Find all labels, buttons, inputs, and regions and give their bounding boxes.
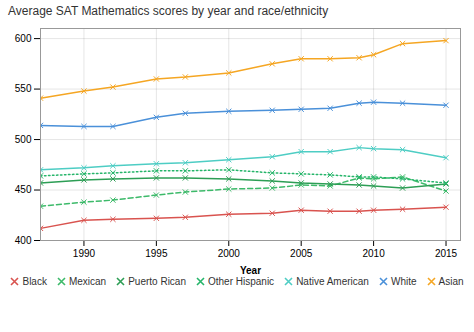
svg-text:550: 550 [15,83,32,94]
svg-text:2015: 2015 [435,248,458,259]
svg-text:400: 400 [15,235,32,246]
svg-text:2000: 2000 [218,248,241,259]
svg-text:500: 500 [15,134,32,145]
svg-text:Year: Year [240,265,261,276]
html-text:Average SAT Mathematics scores: Average SAT Mathematics scores by year a… [8,4,329,18]
html-text:White: White [390,276,417,287]
html-text:Asian: Asian [438,276,464,287]
html-text:Puerto Rican: Puerto Rican [128,276,186,287]
html-text:Other Hispanic: Other Hispanic [208,276,275,287]
svg-text:1990: 1990 [73,248,96,259]
html-text:Black: Black [22,276,47,287]
svg-text:2005: 2005 [290,248,313,259]
svg-text:2010: 2010 [362,248,385,259]
svg-text:600: 600 [15,33,32,44]
html-text:Mexican: Mexican [68,276,107,287]
svg-text:1995: 1995 [145,248,168,259]
html-text:Native American: Native American [296,276,369,287]
svg-text:450: 450 [15,184,32,195]
